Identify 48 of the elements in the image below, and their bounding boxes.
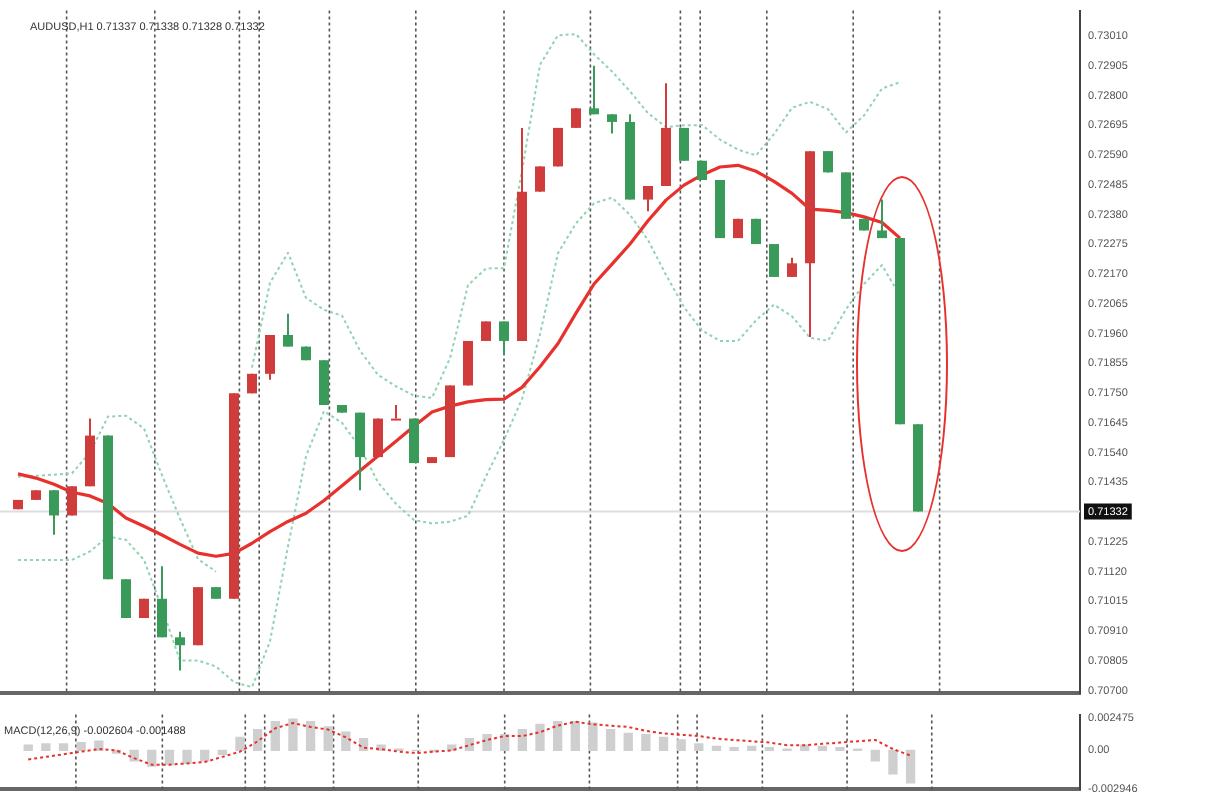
candlestick	[499, 320, 509, 356]
bar	[658, 736, 669, 752]
candlestick	[589, 64, 599, 116]
bar	[323, 726, 333, 752]
bar	[235, 736, 245, 752]
candlestick	[787, 256, 797, 278]
bar	[147, 749, 157, 767]
bar	[817, 745, 828, 752]
bar	[217, 749, 228, 755]
bar	[200, 749, 210, 762]
bar	[605, 728, 616, 752]
bar	[288, 718, 298, 752]
bar	[676, 739, 686, 752]
candlestick	[391, 403, 401, 421]
candlestick	[157, 565, 167, 639]
candlestick	[607, 113, 617, 135]
candlestick	[283, 312, 293, 348]
bar	[270, 721, 280, 752]
bar	[535, 723, 545, 752]
bar	[747, 745, 757, 752]
candlestick	[535, 165, 545, 193]
bar	[888, 749, 898, 775]
bar	[182, 749, 192, 765]
bar	[341, 731, 351, 752]
bar	[482, 734, 492, 752]
candlestick	[49, 489, 59, 536]
bar	[252, 728, 263, 752]
bar	[694, 743, 704, 752]
bar	[305, 721, 316, 752]
candlestick	[643, 184, 653, 213]
bar	[711, 745, 722, 752]
bar	[58, 743, 69, 752]
bar	[164, 749, 175, 766]
bar	[570, 721, 580, 752]
line-series	[17, 196, 901, 689]
bar	[905, 749, 916, 784]
bar	[588, 722, 598, 752]
bar	[517, 728, 528, 752]
bar	[41, 743, 51, 752]
candlestick	[877, 198, 887, 240]
bar	[870, 749, 880, 762]
candlestick	[265, 334, 275, 381]
bar	[552, 721, 563, 752]
bar	[76, 741, 86, 752]
candlestick	[175, 630, 185, 672]
bar	[623, 732, 633, 752]
bar	[641, 734, 651, 752]
candlestick	[355, 411, 365, 492]
